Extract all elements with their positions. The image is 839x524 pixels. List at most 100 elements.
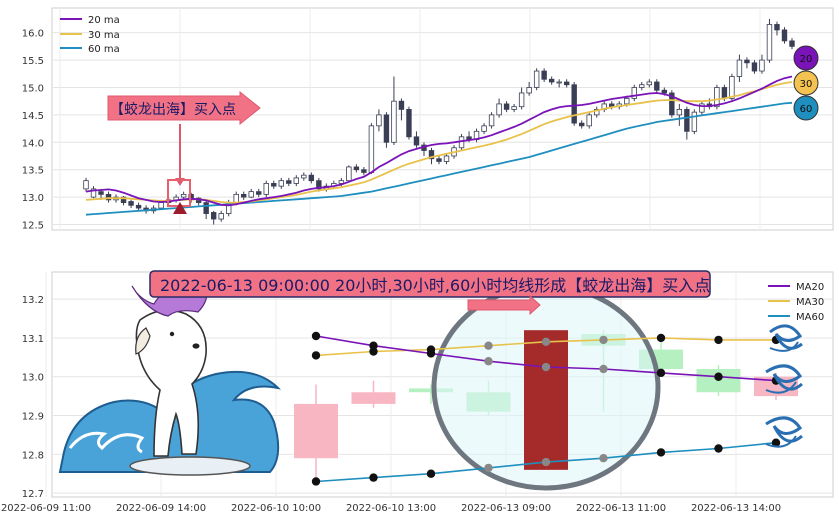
- dog-ear: [135, 327, 151, 355]
- top-candle-body: [639, 84, 645, 88]
- bottom-ma30-point: [311, 351, 321, 360]
- top-candle-body: [676, 109, 683, 116]
- top-candle-body: [669, 92, 675, 116]
- bottom-ma30-point: [369, 347, 378, 356]
- bottom-ma60-point: [484, 463, 493, 473]
- bottom-y-tick-label: 12.8: [22, 450, 44, 461]
- top-signal-marker: [173, 202, 187, 214]
- bottom-ma60-point: [771, 438, 781, 447]
- top-candle-body: [781, 29, 788, 42]
- top-candle-body: [511, 106, 517, 110]
- top-candle-body: [541, 70, 547, 80]
- top-candle-body: [98, 191, 104, 195]
- bottom-x-tick-label: 2022-06-10 13:00: [346, 503, 436, 514]
- bottom-legend-ma20: MA20: [796, 282, 824, 293]
- bottom-ma-lines: [311, 331, 781, 486]
- bottom-candle-body: [294, 403, 338, 459]
- top-y-ticks: 12.5 13.0 13.5 14.0 14.5 15.0 15.5 16.0: [22, 29, 44, 232]
- top-y-tick-label: 13.5: [22, 166, 44, 177]
- bottom-y-tick-label: 13.2: [22, 295, 44, 306]
- top-candle-body: [180, 193, 187, 198]
- top-candle-body: [759, 59, 765, 72]
- top-candle-body: [158, 202, 164, 209]
- top-candle-body: [338, 180, 345, 184]
- top-candle-body: [714, 87, 720, 108]
- top-candle-body: [556, 81, 562, 84]
- bottom-x-tick-label: 2022-06-13 11:00: [576, 503, 666, 514]
- bottom-signal-candle: [524, 330, 568, 470]
- bottom-ma30-point: [599, 335, 608, 345]
- bottom-legend-ma60: MA60: [796, 312, 824, 323]
- top-candle-body: [128, 201, 134, 206]
- top-candle-body: [271, 183, 277, 187]
- top-candle-body: [654, 81, 660, 91]
- bottom-ma30-point: [656, 333, 666, 343]
- top-candle-body: [346, 166, 352, 182]
- top-candle-body: [563, 81, 570, 86]
- top-candle-body: [548, 78, 555, 83]
- top-candle-body: [488, 114, 495, 127]
- dog-body: [135, 309, 207, 457]
- top-candle-body: [263, 183, 269, 195]
- bottom-y-tick-label: 13.0: [22, 373, 44, 384]
- top-candle-body: [721, 87, 728, 99]
- top-candle-body: [631, 87, 637, 99]
- bottom-highlight-candle: [524, 330, 568, 470]
- bottom-x-tick-label: 2022-06-10 10:00: [231, 503, 321, 514]
- top-candle-body: [699, 103, 705, 113]
- bottom-x-tick-label: 2022-06-13 09:00: [461, 503, 551, 514]
- bottom-y-tick-label: 12.9: [22, 412, 44, 423]
- top-candle-body: [383, 114, 390, 143]
- bottom-annotation-text: 2022-06-13 09:00:00 20小时,30小时,60小时均线形成【蛟…: [160, 276, 710, 295]
- badge-30: [793, 70, 819, 96]
- bottom-ma60-point: [369, 473, 378, 482]
- top-ma60-line: [85, 101, 793, 216]
- top-candle-body: [286, 180, 292, 184]
- top-y-tick-label: 16.0: [22, 29, 44, 40]
- bottom-ma20-point: [369, 341, 378, 350]
- bottom-ma60-point: [656, 448, 666, 457]
- bottom-y-tick-label: 13.1: [22, 334, 44, 345]
- top-candle-body: [241, 193, 247, 198]
- badge-30-label: 30: [800, 79, 813, 90]
- top-annotation-arrow-shape: [107, 90, 261, 126]
- top-candle-body: [90, 188, 97, 198]
- top-candle-body: [368, 125, 375, 173]
- top-candle-body: [83, 180, 89, 190]
- bottom-y-tick-label: 12.7: [22, 489, 44, 500]
- top-candle-body: [316, 180, 322, 190]
- bottom-ma30-point: [541, 337, 551, 347]
- bottom-x-tick-label: 2022-06-09 14:00: [116, 503, 206, 514]
- top-ma-lines: [85, 75, 793, 216]
- bottom-ma30-point: [484, 341, 493, 350]
- surfboard: [129, 456, 251, 476]
- top-candle-body: [293, 177, 299, 184]
- top-candle-body: [526, 87, 532, 94]
- top-candle-body: [105, 193, 112, 201]
- top-candle-body: [278, 180, 284, 187]
- top-annotation: 【蛟龙出海】买入点: [107, 90, 261, 214]
- top-legend-20: 20 ma: [88, 15, 120, 26]
- bottom-ma60-point: [541, 457, 551, 467]
- bottom-annotation: 2022-06-13 09:00:00 20小时,30小时,60小时均线形成【蛟…: [149, 270, 711, 316]
- top-candle-body: [533, 70, 540, 88]
- top-y-tick-label: 15.0: [22, 83, 44, 94]
- top-candle-body: [210, 212, 217, 220]
- top-legend-30: 30 ma: [88, 30, 120, 41]
- top-legend-60: 60 ma: [88, 44, 120, 55]
- top-candle-body: [774, 24, 780, 31]
- top-ma20-line: [85, 75, 793, 207]
- top-y-tick-label: 14.0: [22, 138, 44, 149]
- top-candle-body: [579, 122, 585, 127]
- top-candle-body: [353, 166, 360, 171]
- bottom-ma20-point: [484, 357, 493, 366]
- top-candle-body: [594, 109, 600, 116]
- bottom-x-ticks: 2022-06-09 11:00 2022-06-09 14:00 2022-06-…: [1, 503, 781, 514]
- top-annotation-text: 【蛟龙出海】买入点: [110, 102, 236, 118]
- top-candle-body: [376, 114, 382, 127]
- top-candle-body: [218, 213, 224, 220]
- top-candle-body: [120, 196, 127, 203]
- wave-foam: [68, 431, 145, 454]
- badge-60: [793, 95, 819, 121]
